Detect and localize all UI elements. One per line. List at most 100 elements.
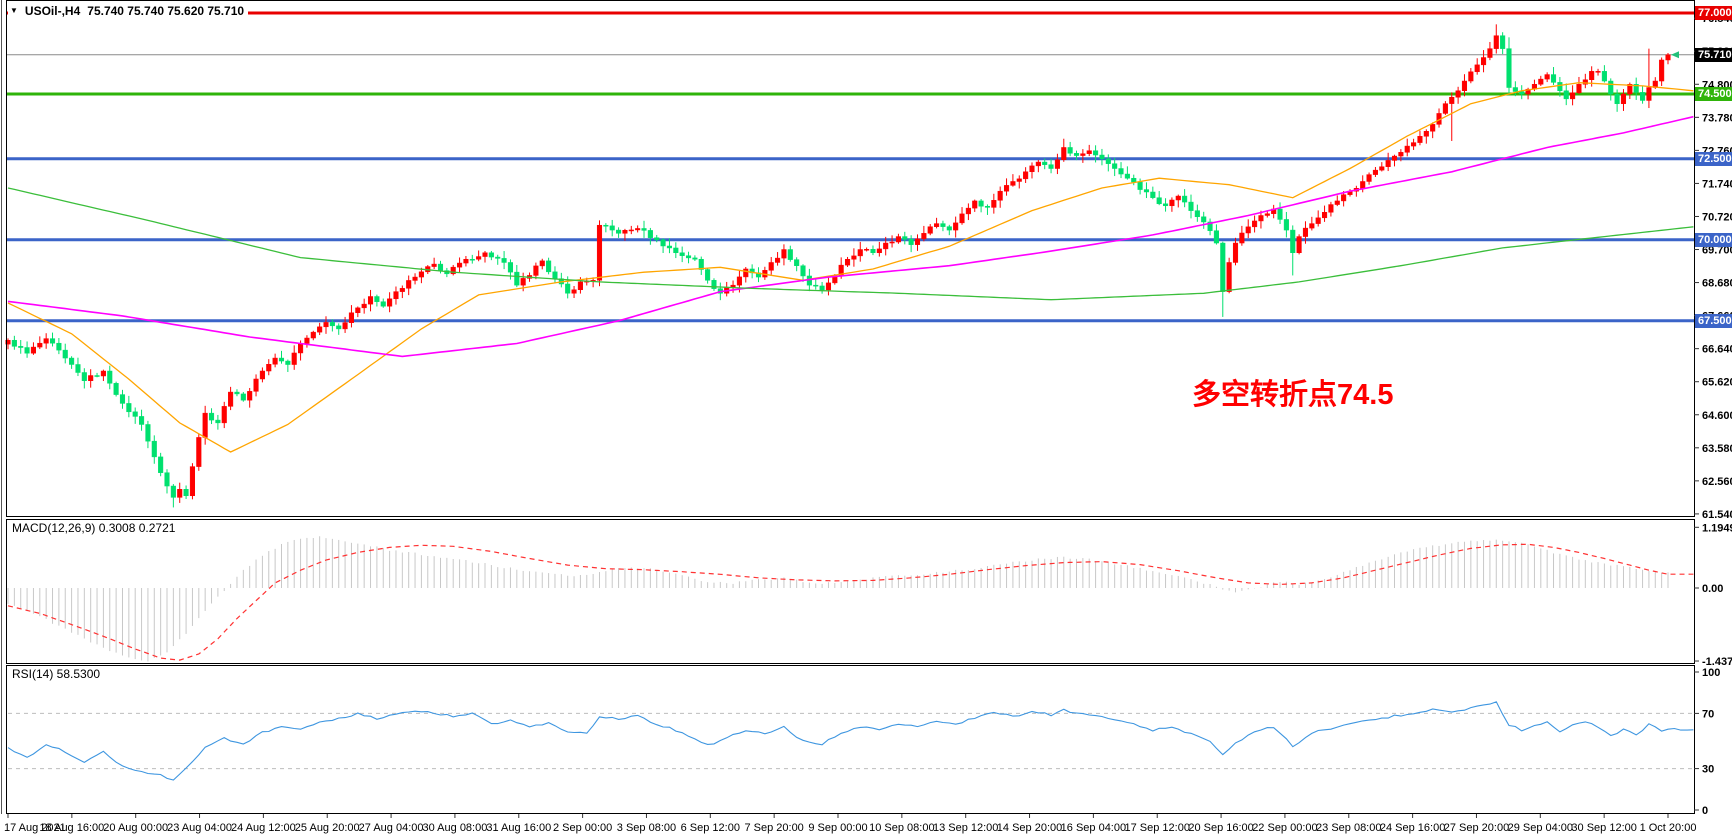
candle-up <box>1582 79 1588 85</box>
rsi-scale-label: 0 <box>1702 805 1708 817</box>
macd-scale-label: -1.4374 <box>1702 656 1732 668</box>
candle-down <box>946 226 952 231</box>
candle-down <box>329 322 335 327</box>
candle-down <box>495 256 501 259</box>
date-label: 14 Sep 20:00 <box>997 822 1062 834</box>
candle-up <box>450 266 456 275</box>
date-label: 30 Aug 08:00 <box>423 822 488 834</box>
price-badge: 70.000 <box>1695 232 1732 247</box>
ohlc-quote-values: 75.740 75.740 75.620 75.710 <box>87 4 245 18</box>
rsi-indicator-label: RSI(14) 58.5300 <box>10 667 103 681</box>
candle-up <box>247 391 253 401</box>
candle-down <box>654 237 660 241</box>
candle-up <box>1474 64 1480 73</box>
candle-up <box>1029 165 1035 173</box>
candle-up <box>1258 215 1264 222</box>
candle-up <box>1461 80 1468 91</box>
candle-up <box>1659 59 1665 82</box>
candle-up <box>844 258 851 266</box>
date-label: 22 Sep 00:00 <box>1252 822 1317 834</box>
candle-up <box>635 228 641 231</box>
candle-up <box>393 291 399 300</box>
date-label: 27 Sep 20:00 <box>1444 822 1509 834</box>
candle-up <box>1366 174 1372 182</box>
price-scale-label: 64.600 <box>1702 410 1732 422</box>
macd-indicator-label: MACD(12,26,9) 0.3008 0.2721 <box>10 521 178 535</box>
ma-fast-orange <box>7 82 1694 453</box>
candle-up <box>399 288 405 292</box>
candle-up <box>1595 71 1601 73</box>
candle-down <box>145 424 151 442</box>
candle-up <box>310 331 316 339</box>
candle-up <box>202 412 208 438</box>
rsi-scale-label: 100 <box>1702 667 1720 679</box>
date-label: 24 Sep 16:00 <box>1380 822 1445 834</box>
candle-down <box>1601 71 1607 82</box>
candle-down <box>692 257 698 260</box>
candle-up <box>914 238 921 245</box>
candle-up <box>431 263 437 267</box>
date-label: 25 Aug 20:00 <box>295 822 360 834</box>
candle-up <box>1627 84 1633 95</box>
candle-down <box>660 239 666 247</box>
candle-up <box>1341 194 1347 202</box>
date-label: 23 Sep 08:00 <box>1316 822 1381 834</box>
candle-down <box>285 360 291 365</box>
date-label: 6 Sep 12:00 <box>681 822 740 834</box>
annotation-text[interactable]: 多空转折点74.5 <box>1192 379 1394 411</box>
price-badge: 74.500 <box>1695 87 1732 101</box>
candle-down <box>113 383 119 395</box>
date-label: 3 Sep 08:00 <box>617 822 676 834</box>
candle-up <box>177 489 183 498</box>
price-scale-label: 62.560 <box>1702 476 1732 488</box>
candle-down <box>170 485 176 498</box>
candle-up <box>1035 161 1041 167</box>
candle-down <box>1042 161 1048 165</box>
collapse-chart-icon[interactable]: ▼ <box>10 6 18 15</box>
candle-up <box>1023 171 1029 180</box>
candle-up <box>355 307 361 314</box>
candle-up <box>1226 262 1232 292</box>
candle-up <box>1481 57 1487 66</box>
candle-up <box>88 375 94 381</box>
candle-down <box>278 357 285 362</box>
candle-up <box>476 256 482 260</box>
price-scale-label: 68.680 <box>1702 278 1732 290</box>
candle-down <box>1124 173 1130 179</box>
candle-up <box>1372 169 1378 175</box>
candle-down <box>49 338 56 344</box>
candlestick-series <box>5 24 1671 508</box>
candle-up <box>1003 185 1010 192</box>
candle-up <box>1169 199 1175 207</box>
candle-down <box>126 403 132 413</box>
candle-up <box>221 406 227 424</box>
candle-up <box>1360 181 1366 189</box>
candle-down <box>1512 87 1518 92</box>
ma-mid-magenta <box>7 115 1694 358</box>
candle-up <box>825 282 832 291</box>
candle-up <box>266 364 272 372</box>
candle-up <box>1264 213 1270 216</box>
candle-up <box>775 257 781 263</box>
candle-up <box>1315 217 1321 224</box>
candle-down <box>1557 82 1563 92</box>
candle-down <box>813 284 819 287</box>
candle-up <box>520 278 526 286</box>
candle-down <box>158 456 164 473</box>
candle-up <box>317 326 323 333</box>
candle-up <box>571 289 577 294</box>
candle-down <box>1137 181 1143 190</box>
price-scale-label: 66.640 <box>1702 344 1732 356</box>
candle-up <box>1245 226 1251 234</box>
candle-up <box>1379 166 1385 171</box>
candle-up <box>272 357 278 365</box>
candle-down <box>151 440 157 458</box>
candle-up <box>934 223 940 227</box>
candle-up <box>895 236 901 243</box>
candle-down <box>507 262 514 273</box>
candle-down <box>1277 208 1283 220</box>
price-scale-label: 73.780 <box>1702 112 1732 124</box>
date-label: 20 Sep 16:00 <box>1188 822 1253 834</box>
candle-down <box>711 280 717 289</box>
